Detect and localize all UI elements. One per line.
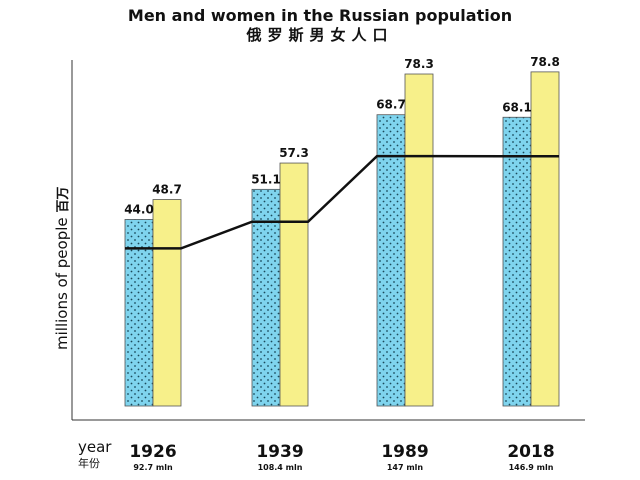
chart-subtitle: 俄罗斯男女人口 [246,26,394,44]
x-axis-label-zh: 年份 [78,457,100,470]
bar-women-1926 [152,199,182,407]
x-tick-label-1926: 1926 [129,442,176,462]
x-tick-label-1939: 1939 [256,442,303,462]
data-label-women-1926: 48.7 [152,183,182,197]
bar-women-2018 [530,71,560,407]
total-population-line [125,154,559,250]
data-label-women-1989: 78.3 [404,57,434,71]
bar-men-1926 [124,219,154,407]
bar-women-1939 [279,162,309,407]
x-axis-label-en: year [78,438,112,456]
chart-title: Men and women in the Russian population [127,6,513,25]
y-axis-label-en: millions of people [53,217,71,350]
x-sublabel-1989: 147 mln [387,463,424,472]
x-tick-label-1989: 1989 [381,442,428,462]
x-sublabel-2018: 146.9 mln [509,463,554,472]
x-tick-label-2018: 2018 [507,442,554,462]
bar-men-1939 [251,188,281,407]
bar-men-2018 [502,116,532,407]
x-sublabel-1939: 108.4 mln [258,463,303,472]
data-label-men-1989: 68.7 [376,98,406,112]
data-label-men-1939: 51.1 [251,172,281,186]
data-label-women-1939: 57.3 [279,146,309,160]
data-label-men-1926: 44.0 [124,202,154,216]
bar-women-1989 [404,73,434,407]
data-label-men-2018: 68.1 [502,100,532,114]
x-sublabel-1926: 92.7 mln [133,463,173,472]
x-axis-label: year 年份 [78,438,111,471]
y-axis-label: millions of people 百万 [52,187,71,350]
bar-men-1989 [376,114,406,407]
data-label-women-2018: 78.8 [530,55,560,69]
y-axis-label-zh: 百万 [56,186,71,213]
